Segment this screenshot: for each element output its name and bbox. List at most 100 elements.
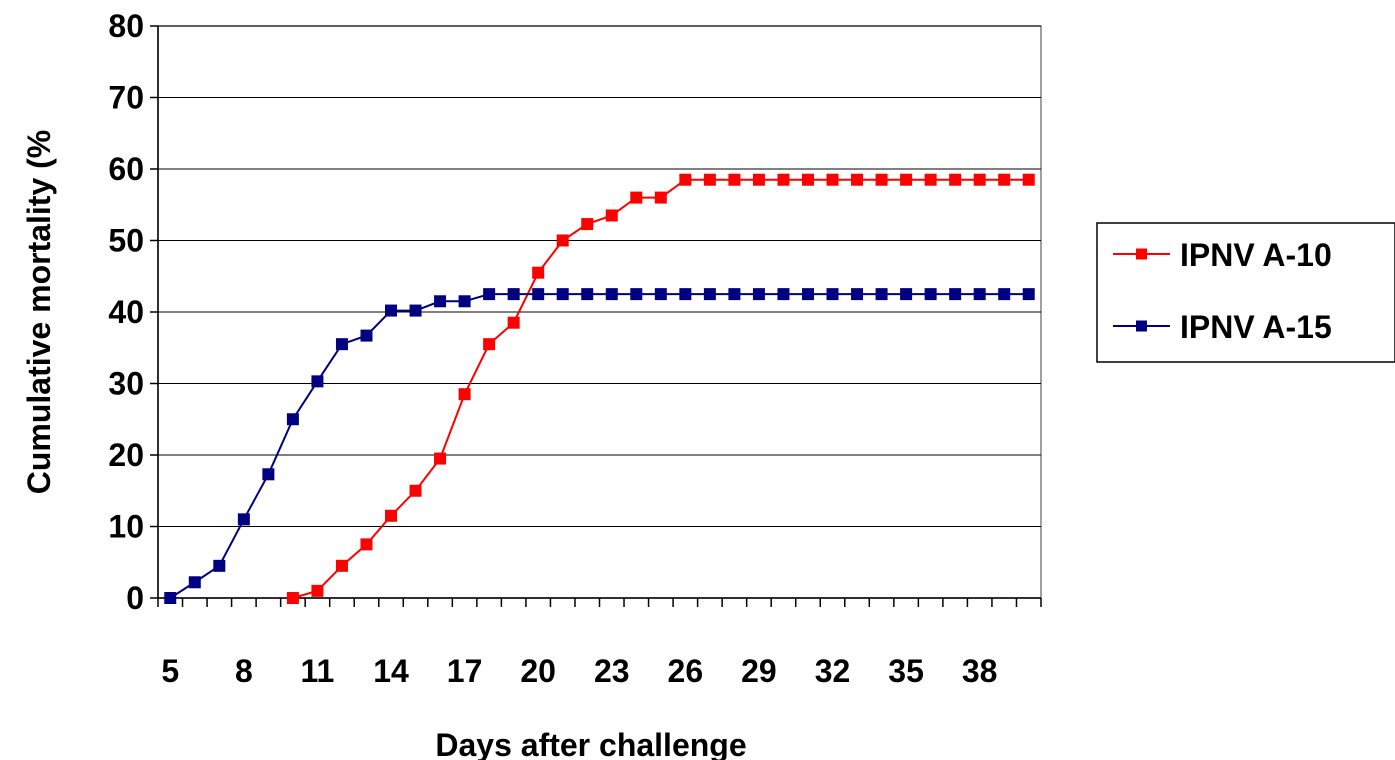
x-tick-label: 11 xyxy=(301,653,335,689)
data-point-ipnv-a-10 xyxy=(949,173,962,186)
data-point-ipnv-a-15 xyxy=(605,288,618,301)
data-point-ipnv-a-15 xyxy=(581,288,594,301)
data-point-ipnv-a-15 xyxy=(507,288,520,301)
x-tick-label: 5 xyxy=(161,653,179,689)
data-point-ipnv-a-15 xyxy=(556,288,569,301)
data-point-ipnv-a-15 xyxy=(826,288,839,301)
data-point-ipnv-a-10 xyxy=(434,452,447,465)
y-tick-label: 40 xyxy=(108,294,144,330)
data-point-ipnv-a-15 xyxy=(801,288,814,301)
data-point-ipnv-a-15 xyxy=(483,288,496,301)
y-tick-label: 0 xyxy=(126,580,144,616)
data-point-ipnv-a-10 xyxy=(801,173,814,186)
data-point-ipnv-a-15 xyxy=(434,295,447,308)
data-point-ipnv-a-10 xyxy=(605,209,618,222)
data-point-ipnv-a-10 xyxy=(335,559,348,572)
data-point-ipnv-a-15 xyxy=(409,304,422,317)
data-point-ipnv-a-15 xyxy=(630,288,643,301)
data-point-ipnv-a-10 xyxy=(483,338,496,351)
y-tick-label: 50 xyxy=(108,223,144,259)
data-point-ipnv-a-15 xyxy=(728,288,741,301)
x-tick-label: 8 xyxy=(235,653,253,689)
data-point-ipnv-a-10 xyxy=(630,191,643,204)
data-point-ipnv-a-15 xyxy=(360,329,373,342)
data-point-ipnv-a-15 xyxy=(1022,288,1035,301)
data-point-ipnv-a-15 xyxy=(213,559,226,572)
data-point-ipnv-a-15 xyxy=(851,288,864,301)
axes xyxy=(150,25,1042,607)
x-tick-label: 26 xyxy=(668,653,704,689)
x-tick-label: 14 xyxy=(373,653,409,689)
gridlines xyxy=(158,25,1041,527)
data-point-ipnv-a-10 xyxy=(581,218,594,231)
data-point-ipnv-a-15 xyxy=(654,288,667,301)
data-point-ipnv-a-15 xyxy=(998,288,1011,301)
data-point-ipnv-a-15 xyxy=(458,295,471,308)
data-point-ipnv-a-10 xyxy=(1022,173,1035,186)
y-tick-label: 10 xyxy=(108,509,144,545)
data-point-ipnv-a-10 xyxy=(385,509,398,522)
series-lines xyxy=(164,173,1035,604)
tick-labels: 0 10 20 30 40 50 60 70 80 5 8 11 14 17 20 23 26 29 32 35 38 xyxy=(108,8,997,689)
data-point-ipnv-a-15 xyxy=(752,288,765,301)
legend-box xyxy=(1096,222,1395,363)
data-point-ipnv-a-10 xyxy=(458,388,471,401)
x-tick-label: 29 xyxy=(741,653,777,689)
x-tick-label: 32 xyxy=(815,653,851,689)
data-point-ipnv-a-10 xyxy=(409,484,422,497)
data-point-ipnv-a-15 xyxy=(703,288,716,301)
data-point-ipnv-a-15 xyxy=(973,288,986,301)
data-point-ipnv-a-10 xyxy=(703,173,716,186)
data-point-ipnv-a-15 xyxy=(188,576,201,589)
x-tick-label: 23 xyxy=(594,653,630,689)
data-point-ipnv-a-10 xyxy=(286,592,299,604)
data-point-ipnv-a-10 xyxy=(875,173,888,186)
data-point-ipnv-a-10 xyxy=(556,234,569,247)
x-tick-label: 38 xyxy=(962,653,998,689)
y-tick-label: 60 xyxy=(108,151,144,187)
data-point-ipnv-a-15 xyxy=(286,413,299,426)
x-tick-label: 20 xyxy=(520,653,556,689)
data-point-ipnv-a-15 xyxy=(262,468,275,481)
y-tick-label: 80 xyxy=(108,8,144,44)
y-tick-label: 70 xyxy=(108,80,144,116)
data-point-ipnv-a-15 xyxy=(532,288,545,301)
data-point-ipnv-a-15 xyxy=(875,288,888,301)
x-tick-label: 17 xyxy=(447,653,483,689)
data-point-ipnv-a-10 xyxy=(900,173,913,186)
data-point-ipnv-a-15 xyxy=(237,513,250,526)
data-point-ipnv-a-15 xyxy=(679,288,692,301)
data-point-ipnv-a-15 xyxy=(311,375,324,388)
data-point-ipnv-a-10 xyxy=(532,266,545,279)
data-point-ipnv-a-10 xyxy=(679,173,692,186)
data-point-ipnv-a-10 xyxy=(311,584,324,597)
legend: IPNV A-10 IPNV A-15 xyxy=(1096,222,1395,363)
data-point-ipnv-a-10 xyxy=(777,173,790,186)
data-point-ipnv-a-10 xyxy=(851,173,864,186)
x-tick-label: 35 xyxy=(888,653,924,689)
legend-marker-ipnv-a-15 xyxy=(1136,320,1147,332)
data-point-ipnv-a-15 xyxy=(164,592,177,604)
data-point-ipnv-a-10 xyxy=(998,173,1011,186)
data-point-ipnv-a-10 xyxy=(360,538,373,551)
x-axis-title: Days after challenge xyxy=(435,727,746,760)
y-tick-label: 30 xyxy=(108,366,144,402)
data-point-ipnv-a-10 xyxy=(752,173,765,186)
data-point-ipnv-a-15 xyxy=(777,288,790,301)
data-point-ipnv-a-10 xyxy=(507,316,520,329)
data-point-ipnv-a-15 xyxy=(949,288,962,301)
data-point-ipnv-a-10 xyxy=(654,191,667,204)
data-point-ipnv-a-15 xyxy=(900,288,913,301)
legend-label-ipnv-a-15: IPNV A-15 xyxy=(1180,309,1332,345)
data-point-ipnv-a-10 xyxy=(924,173,937,186)
data-point-ipnv-a-10 xyxy=(973,173,986,186)
data-point-ipnv-a-15 xyxy=(335,338,348,351)
data-point-ipnv-a-15 xyxy=(385,304,398,317)
data-point-ipnv-a-10 xyxy=(826,173,839,186)
legend-label-ipnv-a-10: IPNV A-10 xyxy=(1180,237,1332,273)
data-point-ipnv-a-10 xyxy=(728,173,741,186)
legend-marker-ipnv-a-10 xyxy=(1136,248,1147,260)
y-tick-label: 20 xyxy=(108,437,144,473)
